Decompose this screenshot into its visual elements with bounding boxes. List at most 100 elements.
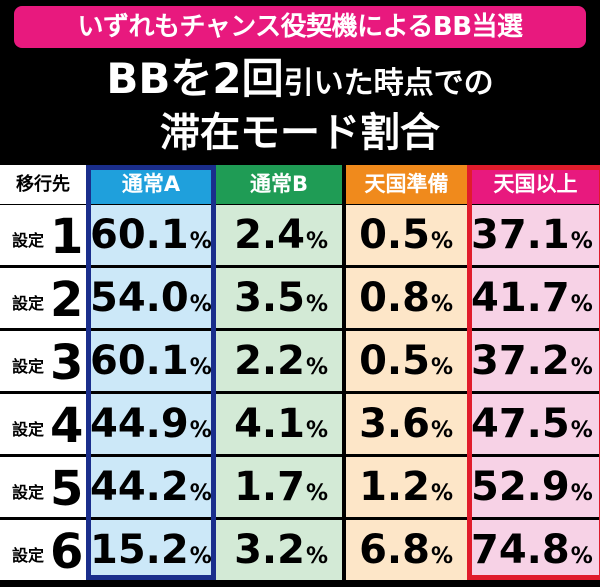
percent-sign: % bbox=[570, 292, 593, 317]
value-cell: 15.2% bbox=[90, 520, 212, 580]
value-cell: 2.2% bbox=[216, 331, 342, 391]
value-number: 74.8 bbox=[471, 527, 570, 573]
value-cell: 1.7% bbox=[216, 457, 342, 517]
row-label-setting-5: 設定 5 bbox=[0, 457, 86, 517]
headline-line2: 滞在モード割合 bbox=[160, 110, 440, 156]
setting-number: 3 bbox=[50, 335, 84, 391]
setting-prefix: 設定 bbox=[12, 357, 45, 376]
percent-sign: % bbox=[189, 292, 212, 317]
value-cell: 44.2% bbox=[90, 457, 212, 517]
value-cell: 74.8% bbox=[471, 520, 600, 580]
row-label-setting-2: 設定 2 bbox=[0, 268, 86, 328]
percent-sign: % bbox=[305, 481, 328, 506]
percent-sign: % bbox=[430, 355, 453, 380]
value-cell: 2.4% bbox=[216, 205, 342, 265]
value-cell: 37.2% bbox=[471, 331, 600, 391]
value-cell: 52.9% bbox=[471, 457, 600, 517]
column-header-2: 通常B bbox=[216, 165, 342, 204]
setting-prefix: 設定 bbox=[12, 483, 45, 502]
value-number: 0.5 bbox=[359, 212, 430, 258]
value-cell: 0.5% bbox=[346, 205, 467, 265]
value-cell: 41.7% bbox=[471, 268, 600, 328]
value-cell: 60.1% bbox=[90, 205, 212, 265]
value-cell: 44.9% bbox=[90, 394, 212, 454]
percent-sign: % bbox=[305, 355, 328, 380]
percent-sign: % bbox=[189, 355, 212, 380]
column-header-4: 天国以上 bbox=[471, 165, 600, 204]
value-cell: 6.8% bbox=[346, 520, 467, 580]
row-label-setting-6: 設定 6 bbox=[0, 520, 86, 580]
setting-prefix: 設定 bbox=[12, 231, 45, 250]
value-cell: 54.0% bbox=[90, 268, 212, 328]
value-number: 2.4 bbox=[234, 212, 305, 258]
value-number: 1.7 bbox=[234, 464, 305, 510]
setting-number: 1 bbox=[50, 209, 84, 265]
value-number: 52.9 bbox=[471, 464, 570, 510]
setting-number: 6 bbox=[50, 524, 84, 580]
setting-prefix: 設定 bbox=[12, 420, 45, 439]
value-cell: 4.1% bbox=[216, 394, 342, 454]
percent-sign: % bbox=[570, 418, 593, 443]
value-number: 41.7 bbox=[471, 275, 570, 321]
value-cell: 37.1% bbox=[471, 205, 600, 265]
column-header-3: 天国準備 bbox=[346, 165, 467, 204]
row-label-setting-1: 設定 1 bbox=[0, 205, 86, 265]
value-number: 44.2 bbox=[90, 464, 189, 510]
setting-number: 4 bbox=[50, 398, 84, 454]
percent-sign: % bbox=[430, 418, 453, 443]
value-number: 1.2 bbox=[359, 464, 430, 510]
value-cell: 47.5% bbox=[471, 394, 600, 454]
percent-sign: % bbox=[305, 229, 328, 254]
percent-sign: % bbox=[189, 544, 212, 569]
column-header-1: 通常A bbox=[90, 165, 212, 204]
percent-sign: % bbox=[430, 292, 453, 317]
percent-sign: % bbox=[570, 544, 593, 569]
headline-part-b: 引いた時点での bbox=[283, 66, 494, 101]
value-number: 0.8 bbox=[359, 275, 430, 321]
value-number: 4.1 bbox=[234, 401, 305, 447]
percent-sign: % bbox=[305, 418, 328, 443]
percent-sign: % bbox=[189, 229, 212, 254]
value-number: 2.2 bbox=[234, 338, 305, 384]
value-cell: 3.2% bbox=[216, 520, 342, 580]
value-number: 0.5 bbox=[359, 338, 430, 384]
headline-line1: BBを2回引いた時点での bbox=[0, 52, 600, 111]
percent-sign: % bbox=[430, 544, 453, 569]
value-cell: 0.5% bbox=[346, 331, 467, 391]
percent-sign: % bbox=[570, 355, 593, 380]
percent-sign: % bbox=[305, 544, 328, 569]
percent-sign: % bbox=[189, 418, 212, 443]
percent-sign: % bbox=[570, 481, 593, 506]
value-cell: 3.5% bbox=[216, 268, 342, 328]
row-label-setting-3: 設定 3 bbox=[0, 331, 86, 391]
value-number: 47.5 bbox=[471, 401, 570, 447]
value-cell: 0.8% bbox=[346, 268, 467, 328]
value-number: 6.8 bbox=[359, 527, 430, 573]
value-cell: 1.2% bbox=[346, 457, 467, 517]
value-number: 60.1 bbox=[90, 338, 189, 384]
value-number: 15.2 bbox=[90, 527, 189, 573]
setting-prefix: 設定 bbox=[12, 294, 45, 313]
percent-sign: % bbox=[305, 292, 328, 317]
value-number: 44.9 bbox=[90, 401, 189, 447]
value-number: 3.2 bbox=[234, 527, 305, 573]
value-number: 37.1 bbox=[471, 212, 570, 258]
percent-sign: % bbox=[570, 229, 593, 254]
value-number: 54.0 bbox=[90, 275, 189, 321]
value-cell: 60.1% bbox=[90, 331, 212, 391]
percent-sign: % bbox=[189, 481, 212, 506]
headline-part-a: BBを2回 bbox=[106, 54, 284, 103]
mode-ratio-table: 移行先 通常A 通常B 天国準備 天国以上 設定 1 60.1% 2.4% 0.5% 37.1% 設定… bbox=[0, 165, 600, 580]
value-number: 37.2 bbox=[471, 338, 570, 384]
value-number: 3.6 bbox=[359, 401, 430, 447]
value-number: 3.5 bbox=[234, 275, 305, 321]
value-number: 60.1 bbox=[90, 212, 189, 258]
top-banner: いずれもチャンス役契機によるBB当選 bbox=[14, 6, 586, 48]
setting-prefix: 設定 bbox=[12, 546, 45, 565]
percent-sign: % bbox=[430, 229, 453, 254]
setting-number: 5 bbox=[50, 461, 84, 517]
value-cell: 3.6% bbox=[346, 394, 467, 454]
row-label-setting-4: 設定 4 bbox=[0, 394, 86, 454]
setting-number: 2 bbox=[50, 272, 84, 328]
corner-header: 移行先 bbox=[0, 165, 86, 204]
